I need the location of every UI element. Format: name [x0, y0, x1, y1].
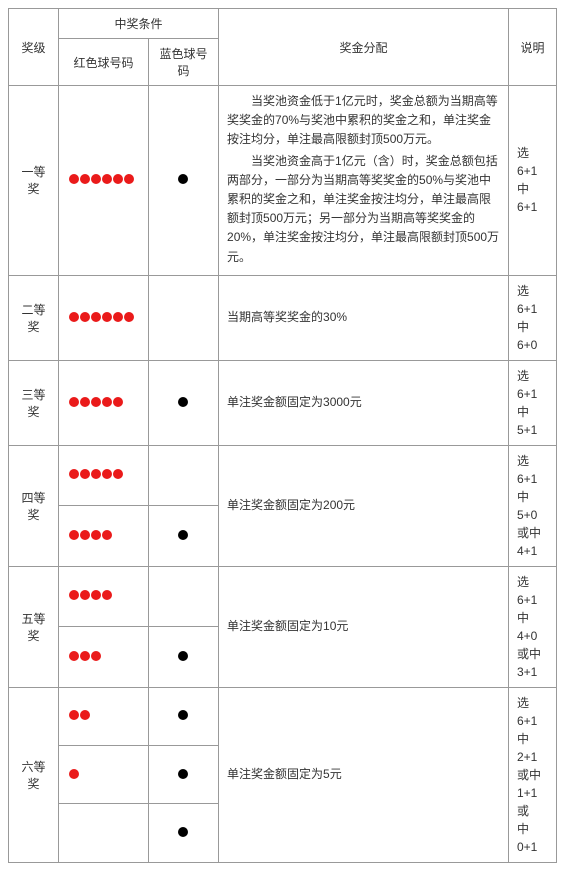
red-balls — [59, 687, 149, 745]
dot-icon — [69, 651, 79, 661]
red-balls — [59, 86, 149, 276]
table-row: 六等奖单注奖金额固定为5元选6+1中2+1或中1+1或中0+1 — [9, 687, 557, 745]
red-balls — [59, 566, 149, 627]
prize-description: 当期高等奖奖金的30% — [219, 275, 509, 360]
prize-note: 选6+1中6+1 — [509, 86, 557, 276]
dot-icon — [178, 769, 188, 779]
red-balls — [59, 360, 149, 445]
prize-note: 选6+1中5+0或中4+1 — [509, 445, 557, 566]
prize-level: 一等奖 — [9, 86, 59, 276]
dot-icon — [80, 530, 90, 540]
dot-icon — [178, 174, 188, 184]
blue-balls — [149, 566, 219, 627]
dot-icon — [80, 590, 90, 600]
dot-icon — [69, 769, 79, 779]
header-level: 奖级 — [9, 9, 59, 86]
prize-note: 选6+1中6+0 — [509, 275, 557, 360]
dot-icon — [80, 651, 90, 661]
dot-icon — [102, 174, 112, 184]
header-blue: 蓝色球号码 — [149, 39, 219, 86]
dot-icon — [113, 469, 123, 479]
dot-icon — [91, 397, 101, 407]
prize-level: 五等奖 — [9, 566, 59, 687]
red-balls — [59, 746, 149, 804]
dot-icon — [69, 312, 79, 322]
red-balls — [59, 804, 149, 862]
dot-icon — [124, 312, 134, 322]
prize-note: 选6+1中5+1 — [509, 360, 557, 445]
red-balls — [59, 445, 149, 506]
prize-description: 单注奖金额固定为200元 — [219, 445, 509, 566]
dot-icon — [69, 397, 79, 407]
dot-icon — [80, 397, 90, 407]
dot-icon — [178, 651, 188, 661]
blue-balls — [149, 687, 219, 745]
dot-icon — [69, 530, 79, 540]
dot-icon — [91, 312, 101, 322]
dot-icon — [178, 530, 188, 540]
dot-icon — [69, 469, 79, 479]
blue-balls — [149, 445, 219, 506]
prize-description: 单注奖金额固定为3000元 — [219, 360, 509, 445]
dot-icon — [113, 312, 123, 322]
table-row: 二等奖 当期高等奖奖金的30%选6+1中6+0 — [9, 275, 557, 360]
red-balls — [59, 275, 149, 360]
blue-balls — [149, 627, 219, 688]
dot-icon — [80, 174, 90, 184]
dot-icon — [178, 397, 188, 407]
prize-note: 选6+1中2+1或中1+1或中0+1 — [509, 687, 557, 862]
dot-icon — [113, 174, 123, 184]
prize-table: 奖级 中奖条件 奖金分配 说明 红色球号码 蓝色球号码 一等奖 当奖池资金低于1亿… — [8, 8, 557, 863]
dot-icon — [91, 651, 101, 661]
prize-level: 六等奖 — [9, 687, 59, 862]
dot-icon — [80, 710, 90, 720]
dot-icon — [91, 469, 101, 479]
dot-icon — [102, 530, 112, 540]
prize-level: 二等奖 — [9, 275, 59, 360]
blue-balls — [149, 360, 219, 445]
prize-description: 单注奖金额固定为5元 — [219, 687, 509, 862]
dot-icon — [102, 469, 112, 479]
header-note: 说明 — [509, 9, 557, 86]
red-balls — [59, 627, 149, 688]
blue-balls — [149, 746, 219, 804]
dot-icon — [91, 174, 101, 184]
red-balls — [59, 506, 149, 567]
prize-level: 三等奖 — [9, 360, 59, 445]
dot-icon — [178, 827, 188, 837]
prize-description: 单注奖金额固定为10元 — [219, 566, 509, 687]
header-condition: 中奖条件 — [59, 9, 219, 39]
dot-icon — [69, 590, 79, 600]
blue-balls — [149, 86, 219, 276]
table-row: 一等奖 当奖池资金低于1亿元时，奖金总额为当期高等奖奖金的70%与奖池中累积的奖金… — [9, 86, 557, 276]
prize-note: 选6+1中4+0或中3+1 — [509, 566, 557, 687]
table-row: 五等奖单注奖金额固定为10元选6+1中4+0或中3+1 — [9, 566, 557, 627]
prize-level: 四等奖 — [9, 445, 59, 566]
prize-description: 当奖池资金低于1亿元时，奖金总额为当期高等奖奖金的70%与奖池中累积的奖金之和，… — [219, 86, 509, 276]
dot-icon — [91, 530, 101, 540]
dot-icon — [80, 469, 90, 479]
dot-icon — [102, 397, 112, 407]
dot-icon — [69, 174, 79, 184]
dot-icon — [102, 312, 112, 322]
blue-balls — [149, 275, 219, 360]
blue-balls — [149, 804, 219, 862]
header-red: 红色球号码 — [59, 39, 149, 86]
blue-balls — [149, 506, 219, 567]
table-row: 三等奖 单注奖金额固定为3000元选6+1中5+1 — [9, 360, 557, 445]
dot-icon — [178, 710, 188, 720]
dot-icon — [113, 397, 123, 407]
dot-icon — [80, 312, 90, 322]
dot-icon — [69, 710, 79, 720]
dot-icon — [102, 590, 112, 600]
dot-icon — [91, 590, 101, 600]
table-row: 四等奖单注奖金额固定为200元选6+1中5+0或中4+1 — [9, 445, 557, 506]
dot-icon — [124, 174, 134, 184]
header-distribution: 奖金分配 — [219, 9, 509, 86]
